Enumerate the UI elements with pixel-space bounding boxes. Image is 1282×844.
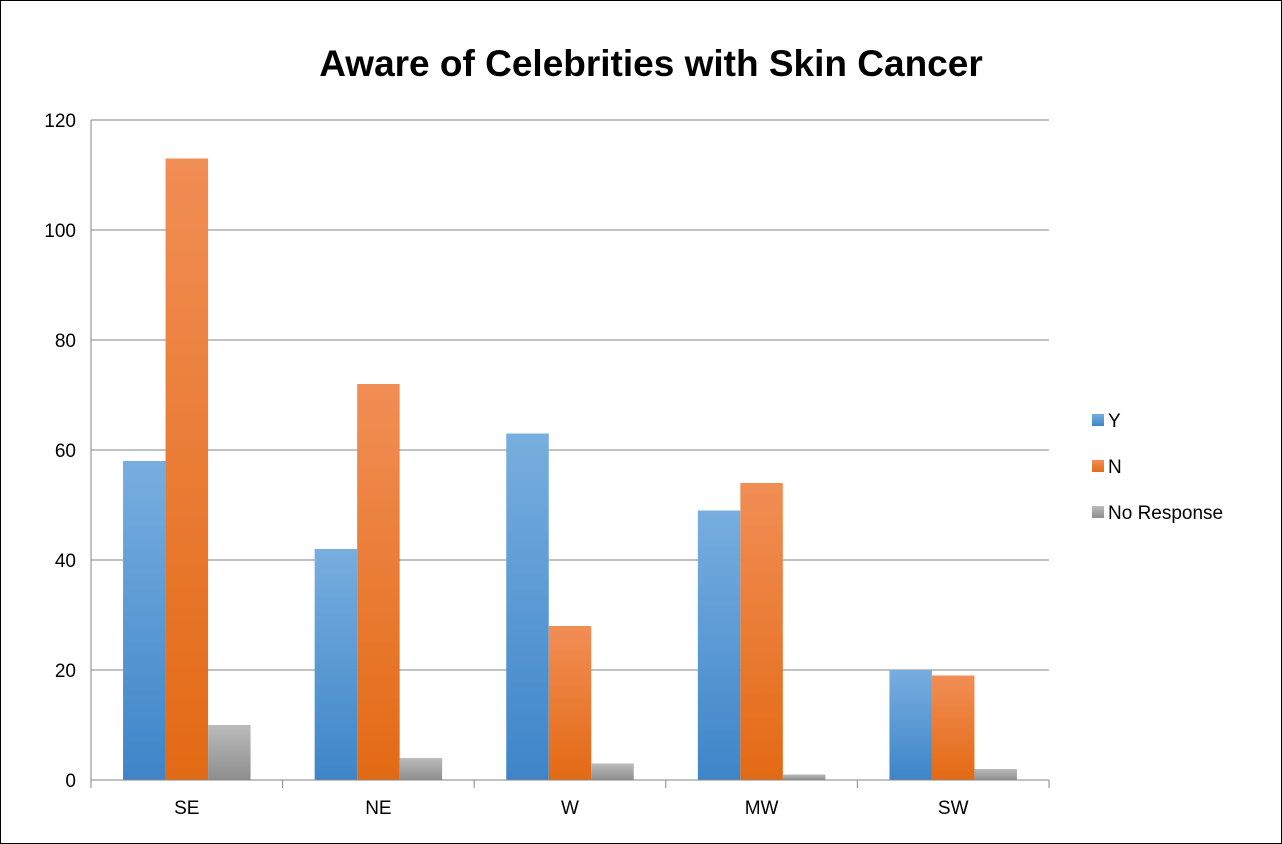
- x-tick-label-ne: NE: [365, 798, 391, 819]
- axes: [90, 120, 1050, 788]
- gridlines: [91, 119, 1049, 671]
- x-tick-labels: SE NE W MW SW: [174, 798, 968, 819]
- bar-w-y: [506, 433, 549, 780]
- bar-sw-no-response: [974, 769, 1017, 780]
- y-tick-label-20: 20: [55, 661, 76, 682]
- legend-swatch-y: [1092, 414, 1104, 426]
- y-tick-label-40: 40: [55, 551, 76, 572]
- bar-mw-n: [740, 483, 783, 780]
- x-tick-label-w: W: [561, 798, 579, 819]
- bar-ne-y: [314, 549, 358, 780]
- legend-label-y: Y: [1108, 411, 1121, 432]
- x-tick-label-sw: SW: [938, 798, 969, 819]
- bar-ne-n: [357, 384, 400, 780]
- y-tick-label-80: 80: [55, 331, 76, 352]
- y-tick-label-120: 120: [44, 111, 76, 132]
- bars: [123, 158, 1017, 780]
- y-tick-label-100: 100: [44, 221, 76, 242]
- legend-swatch-no-response: [1092, 506, 1104, 518]
- y-tick-label-0: 0: [65, 771, 76, 792]
- bar-w-n: [548, 626, 592, 780]
- bar-ne-no-response: [399, 758, 443, 780]
- legend-label-no-response: No Response: [1108, 503, 1223, 524]
- bar-mw-no-response: [782, 774, 826, 780]
- legend: Y N No Response: [1092, 411, 1223, 524]
- bar-sw-n: [931, 675, 975, 780]
- legend-swatch-n: [1092, 460, 1104, 472]
- bar-se-no-response: [208, 725, 251, 780]
- x-tick-label-se: SE: [174, 798, 199, 819]
- chart-title: Aware of Celebrities with Skin Cancer: [319, 43, 982, 84]
- bar-w-no-response: [591, 763, 634, 780]
- y-tick-label-60: 60: [55, 441, 76, 462]
- bar-mw-y: [697, 510, 741, 780]
- y-tick-labels: 0 20 40 60 80 100 120: [44, 111, 76, 792]
- bar-sw-y: [889, 670, 932, 780]
- bar-se-y: [123, 461, 166, 780]
- x-tick-label-mw: MW: [745, 798, 779, 819]
- bar-se-n: [165, 158, 209, 780]
- legend-label-n: N: [1108, 457, 1122, 478]
